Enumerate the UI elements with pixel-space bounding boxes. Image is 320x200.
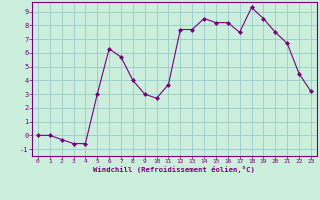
X-axis label: Windchill (Refroidissement éolien,°C): Windchill (Refroidissement éolien,°C) — [93, 166, 255, 173]
